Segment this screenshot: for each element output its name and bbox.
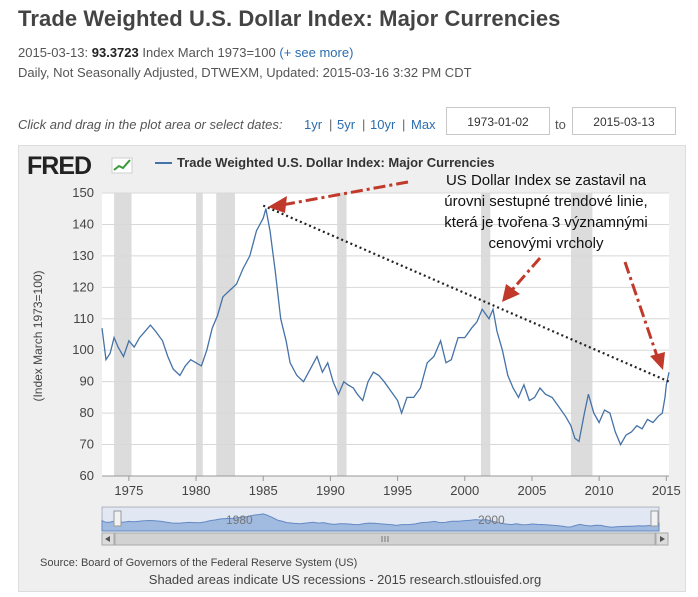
recession-band bbox=[570, 193, 593, 476]
x-tick-label: 2015 bbox=[652, 483, 681, 498]
annotation-text: US Dollar Index se zastavil na úrovni se… bbox=[444, 172, 647, 252]
range-10yr-link[interactable]: 10yr bbox=[370, 117, 396, 132]
navigator-right-handle[interactable] bbox=[650, 510, 659, 527]
to-label: to bbox=[555, 117, 566, 132]
y-tick-label: 90 bbox=[80, 374, 94, 389]
range-max-link[interactable]: Max bbox=[411, 117, 436, 132]
x-tick-label: 1995 bbox=[383, 483, 412, 498]
navigator-left-handle[interactable] bbox=[113, 510, 122, 527]
arrow-to-1985-peak bbox=[281, 180, 409, 207]
arrow-head-icon bbox=[650, 352, 665, 370]
annotation-line: cenovými vrcholy bbox=[488, 235, 604, 252]
scroll-left-icon bbox=[105, 536, 110, 542]
range-5yr-link[interactable]: 5yr bbox=[337, 117, 356, 132]
recession-band bbox=[196, 193, 203, 476]
units-label: Index March 1973=100 bbox=[142, 45, 276, 60]
y-axis-label: (Index March 1973=100) bbox=[31, 270, 45, 401]
y-tick-label: 140 bbox=[72, 216, 94, 231]
range-separator: | bbox=[362, 117, 366, 132]
recession-band bbox=[216, 193, 236, 476]
arrow-to-2001-peak bbox=[510, 257, 542, 291]
observation-date: 2015-03-13: bbox=[18, 45, 89, 60]
series-line bbox=[101, 208, 670, 447]
y-tick-label: 60 bbox=[80, 468, 94, 483]
x-tick-label: 2005 bbox=[517, 483, 546, 498]
source-note: Source: Board of Governors of the Federa… bbox=[40, 557, 357, 569]
fred-logo-graph-icon bbox=[111, 157, 133, 174]
recession-band bbox=[337, 193, 347, 476]
navigator-series bbox=[101, 513, 660, 532]
x-tick-label: 1985 bbox=[249, 483, 278, 498]
annotation-line: US Dollar Index se zastavil na bbox=[446, 172, 647, 189]
y-tick-label: 120 bbox=[72, 279, 94, 294]
series-info: Daily, Not Seasonally Adjusted, DTWEXM, … bbox=[18, 65, 472, 80]
range-1yr-link[interactable]: 1yr bbox=[304, 117, 323, 132]
navigator-label: 2000 bbox=[478, 513, 505, 527]
annotation-line: úrovni sestupné trendové linie, bbox=[444, 193, 647, 210]
end-date-input[interactable]: 2015-03-13 bbox=[572, 107, 676, 135]
y-tick-label: 110 bbox=[73, 311, 94, 326]
scrollbar-grip-icon bbox=[381, 536, 389, 542]
y-tick-label: 80 bbox=[80, 405, 94, 420]
annotation-arrows bbox=[268, 180, 665, 370]
annotation-line: která je tvořena 3 významnými bbox=[444, 214, 647, 231]
fred-logo: FRED bbox=[27, 152, 91, 180]
scroll-right-icon bbox=[660, 536, 665, 542]
y-tick-label: 150 bbox=[72, 185, 94, 200]
footer-note: Shaded areas indicate US recessions - 20… bbox=[149, 572, 541, 587]
recession-band bbox=[480, 193, 491, 476]
latest-observation: 2015-03-13: 93.3723 Index March 1973=100… bbox=[18, 45, 353, 60]
arrow-to-2015 bbox=[623, 261, 659, 357]
x-tick-label: 2000 bbox=[450, 483, 479, 498]
page-title: Trade Weighted U.S. Dollar Index: Major … bbox=[18, 6, 561, 31]
x-tick-label: 1975 bbox=[114, 483, 143, 498]
navigator-label: 1980 bbox=[226, 513, 253, 527]
y-tick-label: 100 bbox=[72, 342, 94, 357]
x-tick-label: 1980 bbox=[182, 483, 211, 498]
arrow-head-icon bbox=[268, 196, 287, 213]
see-more-link[interactable]: (+ see more) bbox=[279, 45, 354, 60]
navigator-selection bbox=[102, 507, 659, 531]
date-hint: Click and drag in the plot area or selec… bbox=[18, 117, 283, 132]
x-tick-label: 2010 bbox=[585, 483, 614, 498]
trendline bbox=[262, 204, 670, 383]
x-tick-label: 1990 bbox=[316, 483, 345, 498]
arrow-head-icon bbox=[502, 284, 520, 302]
range-separator: | bbox=[402, 117, 406, 132]
y-tick-label: 70 bbox=[80, 437, 94, 452]
observation-value: 93.3723 bbox=[91, 45, 139, 60]
start-date-input[interactable]: 1973-01-02 bbox=[446, 107, 550, 135]
recession-band bbox=[114, 193, 132, 476]
y-tick-label: 130 bbox=[72, 248, 94, 263]
range-separator: | bbox=[329, 117, 333, 132]
legend-label: Trade Weighted U.S. Dollar Index: Major … bbox=[177, 155, 495, 170]
